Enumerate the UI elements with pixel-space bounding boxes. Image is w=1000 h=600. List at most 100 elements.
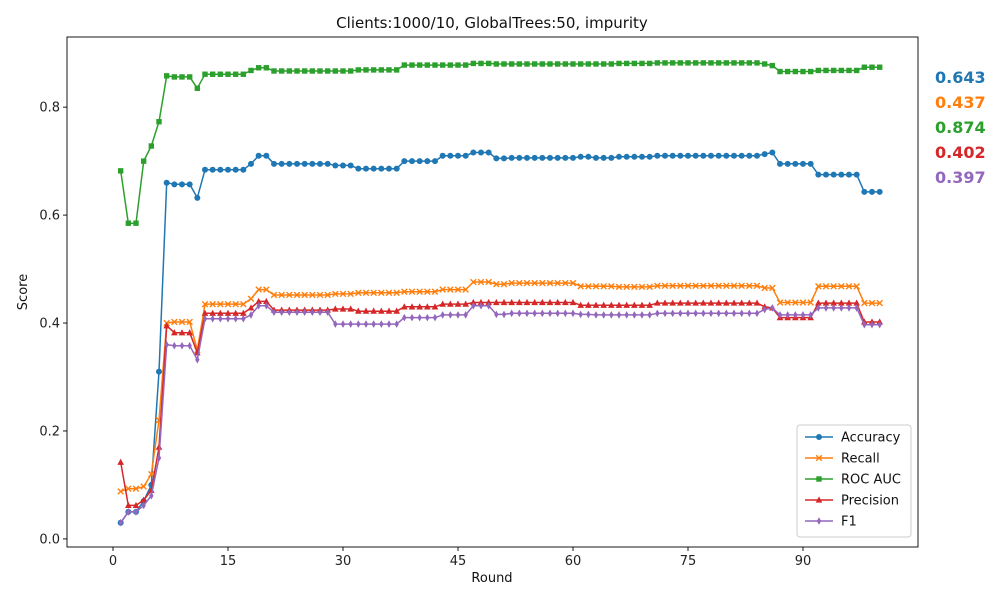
- point-precision: [255, 297, 262, 305]
- point-roc-auc: [792, 68, 799, 75]
- x-axis: 0 15 30 45 60 75 90: [109, 547, 811, 569]
- plot-area: [66, 36, 919, 548]
- point-accuracy: [585, 153, 592, 160]
- x-tick-label: 15: [220, 554, 237, 569]
- point-precision: [592, 301, 600, 308]
- point-accuracy: [754, 152, 760, 159]
- point-f1: [701, 309, 706, 318]
- point-recall: [623, 283, 630, 291]
- point-f1: [509, 309, 514, 318]
- point-f1: [218, 314, 223, 323]
- point-recall: [838, 283, 845, 290]
- point-precision: [661, 299, 669, 306]
- point-precision: [853, 299, 860, 306]
- point-f1: [486, 301, 491, 310]
- point-roc-auc: [746, 60, 753, 66]
- point-roc-auc: [179, 74, 185, 80]
- point-precision: [140, 496, 147, 503]
- point-accuracy: [654, 152, 661, 159]
- point-roc-auc: [815, 67, 822, 74]
- point-precision: [217, 309, 224, 316]
- point-roc-auc: [439, 62, 446, 68]
- point-f1: [287, 308, 292, 317]
- series-layer: [117, 60, 883, 527]
- point-precision: [186, 329, 193, 336]
- point-f1: [685, 309, 691, 318]
- point-f1: [678, 309, 683, 318]
- point-accuracy: [347, 162, 354, 169]
- point-accuracy: [692, 152, 699, 159]
- point-recall: [362, 289, 370, 297]
- point-recall: [408, 288, 416, 296]
- point-f1: [394, 320, 399, 328]
- point-roc-auc: [861, 64, 868, 70]
- point-f1: [432, 313, 438, 322]
- point-f1: [570, 309, 576, 318]
- point-f1: [586, 310, 591, 319]
- point-roc-auc: [501, 61, 507, 67]
- point-precision: [347, 305, 354, 312]
- point-f1: [846, 304, 852, 312]
- point-f1: [762, 305, 767, 314]
- point-precision: [838, 299, 845, 306]
- point-precision: [178, 329, 186, 336]
- point-roc-auc: [731, 60, 737, 66]
- point-recall: [209, 300, 216, 308]
- point-precision: [822, 299, 830, 306]
- point-roc-auc: [562, 61, 569, 67]
- point-recall: [523, 279, 531, 287]
- point-f1: [463, 311, 468, 319]
- point-accuracy: [531, 154, 538, 161]
- point-f1: [126, 508, 131, 516]
- point-precision: [531, 298, 538, 306]
- point-f1: [371, 320, 376, 328]
- point-roc-auc: [547, 61, 553, 67]
- point-precision: [332, 305, 339, 312]
- point-accuracy: [294, 160, 300, 167]
- point-accuracy: [593, 154, 599, 161]
- point-accuracy: [823, 171, 829, 178]
- point-f1: [693, 309, 698, 318]
- point-f1: [662, 309, 668, 318]
- point-accuracy: [194, 194, 201, 201]
- point-precision: [339, 305, 347, 312]
- point-precision: [546, 298, 554, 306]
- point-accuracy: [225, 166, 231, 173]
- point-recall: [370, 289, 377, 297]
- point-roc-auc: [378, 67, 385, 73]
- point-precision: [362, 307, 370, 314]
- point-recall: [799, 299, 807, 306]
- point-roc-auc: [570, 61, 576, 67]
- point-f1: [785, 311, 790, 319]
- point-f1: [823, 304, 829, 312]
- series-line-accuracy: [120, 151, 880, 524]
- point-precision: [117, 458, 124, 465]
- point-f1: [172, 341, 177, 350]
- point-roc-auc: [171, 74, 178, 80]
- point-f1: [202, 314, 208, 323]
- point-recall: [454, 286, 462, 293]
- point-recall: [439, 286, 446, 293]
- point-roc-auc: [455, 62, 461, 68]
- point-accuracy: [731, 152, 737, 159]
- point-f1: [179, 341, 185, 350]
- point-roc-auc: [761, 61, 768, 67]
- point-roc-auc: [186, 74, 193, 80]
- point-roc-auc: [117, 168, 124, 174]
- point-accuracy: [830, 171, 837, 178]
- y-tick-label: 0.2: [39, 424, 60, 439]
- point-accuracy: [562, 154, 569, 161]
- point-precision: [378, 307, 385, 314]
- point-recall: [684, 282, 692, 290]
- point-roc-auc: [677, 60, 684, 66]
- point-accuracy: [700, 152, 707, 159]
- point-accuracy: [631, 153, 638, 160]
- point-precision: [132, 501, 140, 509]
- point-recall: [585, 283, 592, 290]
- point-roc-auc: [156, 119, 162, 125]
- point-f1: [731, 309, 737, 318]
- point-roc-auc: [662, 60, 668, 66]
- point-precision: [554, 298, 561, 306]
- point-recall: [232, 300, 239, 308]
